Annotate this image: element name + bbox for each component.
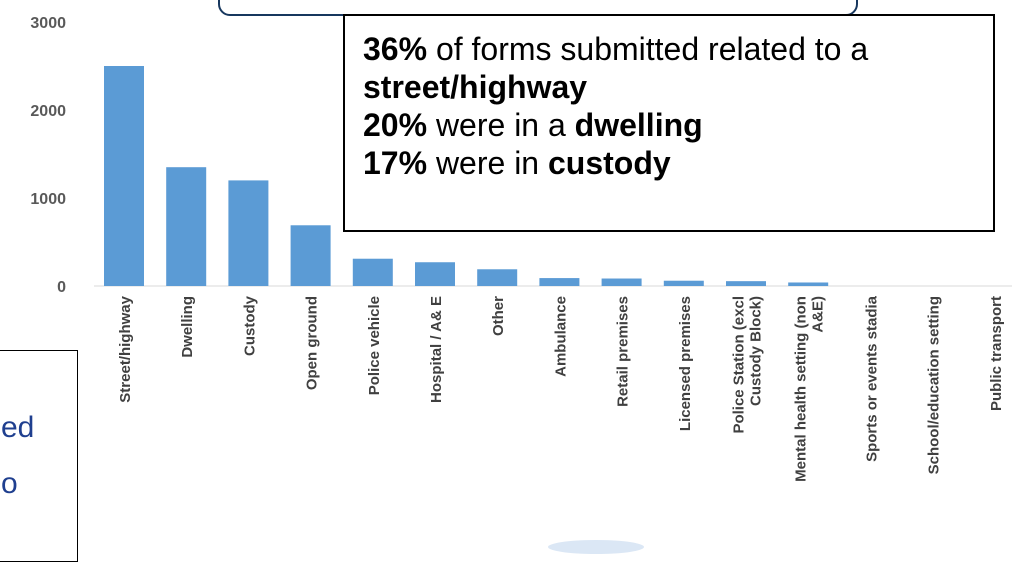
x-category-label: Other xyxy=(490,296,507,336)
bar xyxy=(352,258,393,286)
x-category-label: Public transport xyxy=(988,296,1005,411)
bar xyxy=(228,180,269,286)
x-category-label: Police vehicle xyxy=(366,296,383,395)
callout-text: 36% of forms submitted related to a stree… xyxy=(363,30,973,182)
x-category-label: School/education setting xyxy=(926,296,943,474)
y-tick-label: 1000 xyxy=(30,191,66,208)
callout-line-3: 20% were in a dwelling xyxy=(363,106,973,144)
x-category-label: Licensed premises xyxy=(677,296,694,431)
bar xyxy=(788,282,829,286)
x-category-label: Ambulance xyxy=(552,296,569,377)
callout-line-4: 17% were in custody xyxy=(363,144,973,182)
bottom-decoration xyxy=(548,540,644,554)
summary-callout-box: 36% of forms submitted related to a stree… xyxy=(343,14,995,232)
callout-segment: 36% xyxy=(363,31,428,67)
bar xyxy=(601,278,642,286)
x-category-label: Dwelling xyxy=(179,296,196,358)
callout-segment: dwelling xyxy=(574,107,703,143)
bar-chart: 0 1000 2000 3000 Street/highway Dwelling Custo… xyxy=(30,15,1012,482)
x-category-label: Street/highway xyxy=(117,295,134,402)
x-category-label: Retail premises xyxy=(615,296,632,407)
side-note-fragment-1: ed xyxy=(1,411,35,444)
bar xyxy=(726,281,766,286)
y-tick-label: 0 xyxy=(57,279,66,296)
callout-segment: were in a xyxy=(427,107,575,143)
bar xyxy=(663,280,704,286)
bar xyxy=(539,278,580,286)
callout-segment: custody xyxy=(547,145,671,181)
x-category-label: Police Station (excl xyxy=(731,296,748,434)
callout-line-2: street/highway xyxy=(363,68,973,106)
x-category-label: Sports or events stadia xyxy=(863,295,880,462)
x-category-label: Custody xyxy=(241,295,258,356)
callout-line-1: 36% of forms submitted related to a xyxy=(363,30,973,68)
bar xyxy=(477,269,518,286)
bar xyxy=(104,66,144,286)
bar xyxy=(415,262,455,286)
y-tick-label: 2000 xyxy=(30,103,66,120)
callout-segment: of forms submitted related to a xyxy=(427,31,869,67)
x-category-label: Open ground xyxy=(304,296,321,390)
callout-segment: 20% xyxy=(363,107,428,143)
x-category-label: Hospital / A& E xyxy=(428,296,445,403)
callout-segment: 17% xyxy=(363,145,428,181)
y-tick-label: 3000 xyxy=(30,15,66,32)
callout-segment: street/highway xyxy=(363,69,588,105)
side-note-fragment-2: o xyxy=(1,467,18,500)
x-category-label: Custody Block) xyxy=(748,296,765,406)
side-note-box: ed o xyxy=(0,350,78,562)
x-category-label: A&E) xyxy=(810,296,827,333)
bar xyxy=(166,167,207,286)
bar xyxy=(290,225,331,286)
callout-segment: were in xyxy=(427,145,548,181)
x-category-label: Mental health setting (non xyxy=(793,296,810,482)
